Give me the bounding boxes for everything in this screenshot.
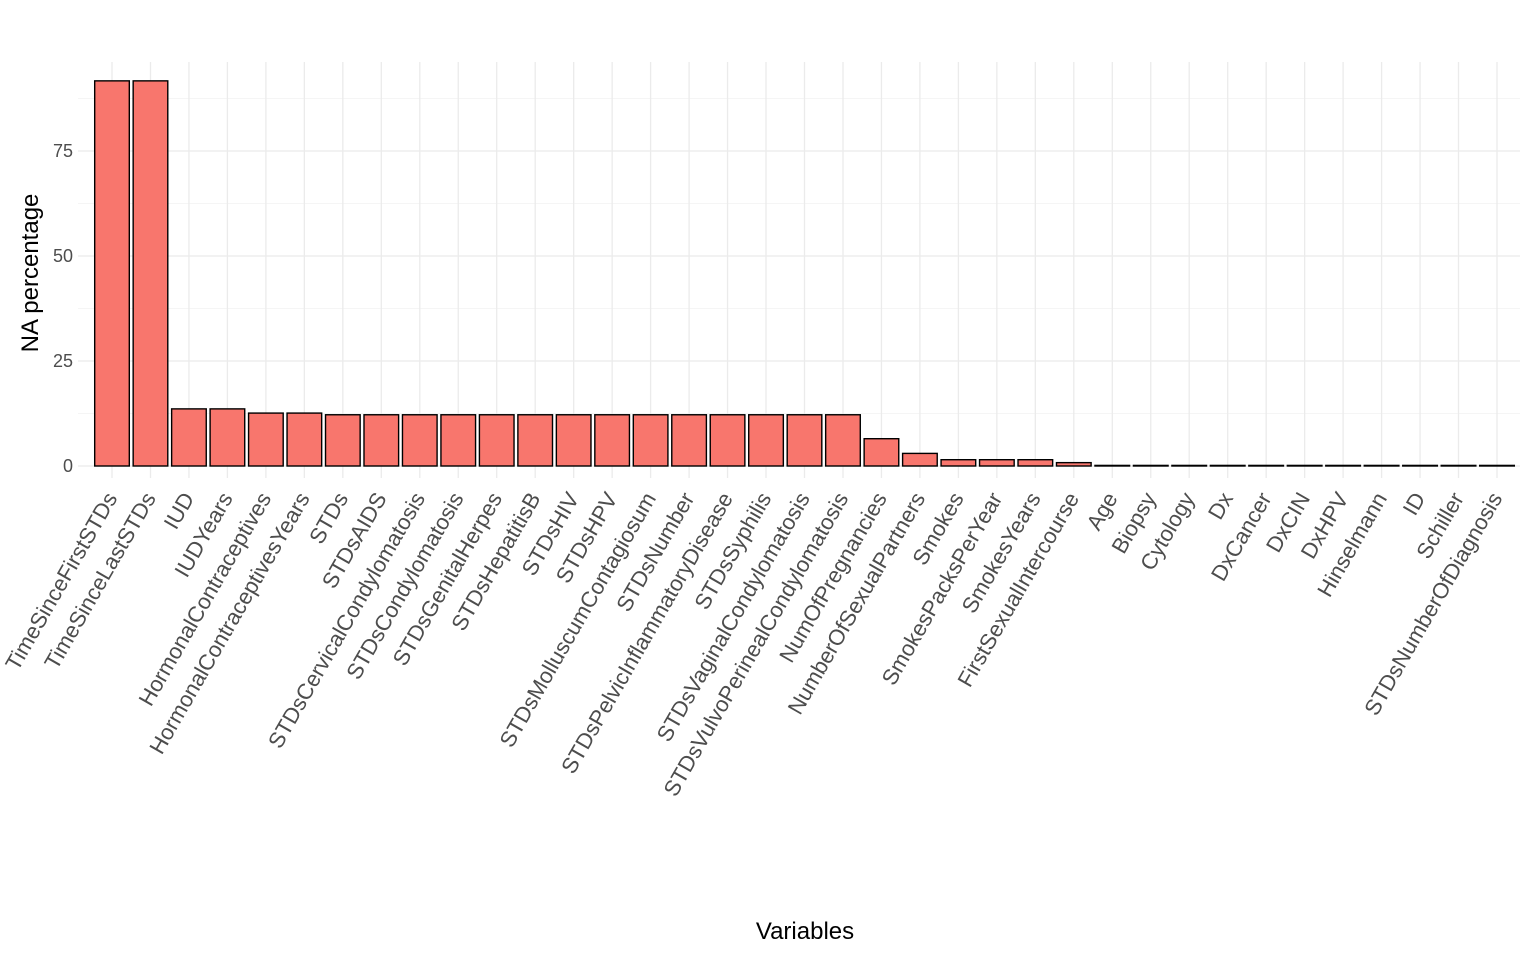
bar	[401, 414, 438, 467]
bar	[709, 414, 746, 467]
bar	[478, 414, 515, 467]
bar	[1363, 464, 1400, 467]
bar	[324, 414, 361, 467]
x-tick-label: Dx	[1203, 488, 1238, 524]
bar	[1478, 464, 1516, 467]
y-tick-label: 25	[53, 351, 73, 371]
bar	[1248, 464, 1285, 467]
bar	[1209, 464, 1246, 467]
bar	[594, 414, 631, 467]
bar	[132, 80, 169, 467]
bar	[286, 412, 323, 467]
bar	[247, 412, 284, 467]
bar	[440, 414, 477, 467]
bar	[978, 459, 1015, 467]
bar	[824, 414, 861, 467]
bar	[901, 452, 938, 467]
bar	[1440, 464, 1477, 467]
bar	[671, 414, 708, 467]
y-tick-label: 75	[53, 141, 73, 161]
bar	[517, 414, 554, 467]
bar	[209, 408, 246, 467]
bar	[1171, 464, 1208, 467]
grid-lines	[78, 62, 1520, 478]
bar	[1132, 464, 1169, 467]
bar	[1055, 461, 1092, 467]
bar	[632, 414, 669, 467]
bar	[748, 414, 785, 467]
x-axis-ticks: TimeSinceFirstSTDsTimeSinceLastSTDsIUDIU…	[0, 488, 1507, 801]
bar	[1286, 464, 1323, 467]
bar	[786, 414, 823, 467]
bar	[940, 459, 977, 467]
bar	[863, 438, 900, 467]
y-tick-label: 50	[53, 246, 73, 266]
bar	[170, 408, 207, 467]
bar	[1017, 459, 1054, 467]
bar	[1325, 464, 1362, 467]
y-tick-label: 0	[63, 456, 73, 476]
x-axis-title: Variables	[756, 918, 854, 945]
y-axis-ticks: 0 25 50 75	[53, 141, 73, 476]
bar	[93, 80, 131, 467]
bar	[555, 414, 592, 467]
bar	[1094, 464, 1131, 467]
bars	[93, 80, 1516, 467]
y-axis-title: NA percentage	[17, 194, 44, 353]
bar	[363, 414, 400, 467]
x-tick-label: ID	[1398, 488, 1431, 520]
bar	[1402, 464, 1439, 467]
